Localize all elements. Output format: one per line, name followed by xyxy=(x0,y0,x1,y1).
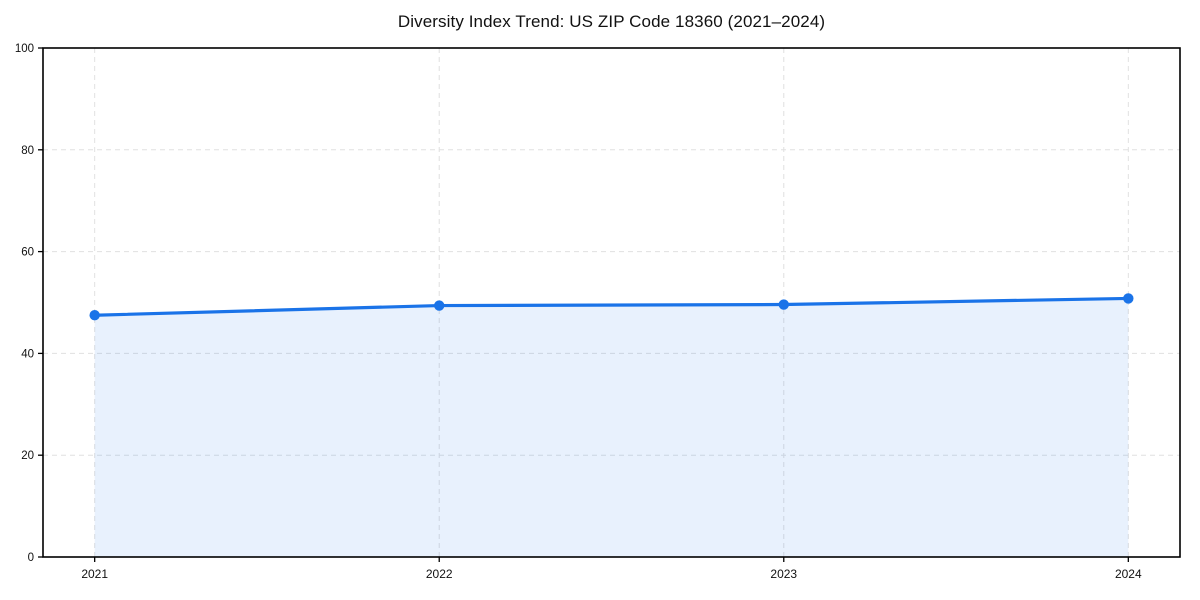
data-point-marker xyxy=(434,300,445,311)
x-tick-label: 2024 xyxy=(1115,567,1142,581)
x-tick-label: 2023 xyxy=(770,567,797,581)
x-tick-label: 2021 xyxy=(81,567,108,581)
data-point-marker xyxy=(89,310,100,321)
y-tick-label: 0 xyxy=(28,552,34,564)
chart-title: Diversity Index Trend: US ZIP Code 18360… xyxy=(397,12,826,31)
data-point-marker xyxy=(778,299,789,310)
y-tick-label: 80 xyxy=(21,145,34,157)
y-tick-label: 20 xyxy=(21,450,34,462)
plot-area-background xyxy=(43,48,1180,557)
trend-line xyxy=(93,296,1130,317)
y-tick-label: 40 xyxy=(21,348,34,360)
y-tick-label: 60 xyxy=(21,247,34,259)
y-tick-label: 100 xyxy=(15,43,34,55)
data-point-marker xyxy=(1123,293,1134,304)
x-tick-label: 2022 xyxy=(426,567,453,581)
area-fill xyxy=(94,298,1129,557)
plot-border xyxy=(42,47,1181,558)
